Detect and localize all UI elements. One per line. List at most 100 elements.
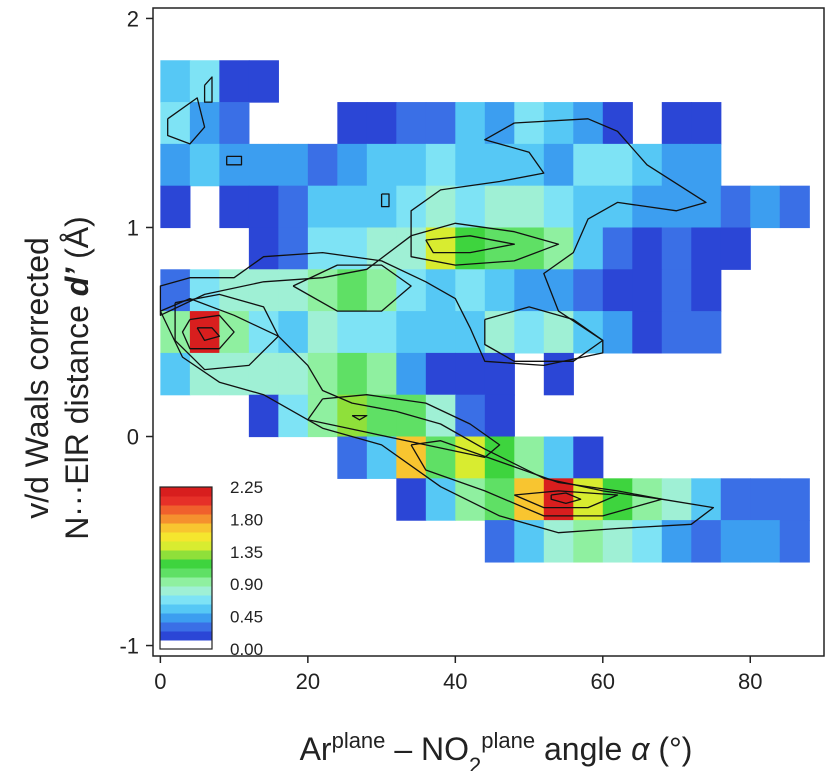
- x-tick-label: 0: [154, 669, 166, 694]
- colorbar-swatch: [160, 586, 212, 596]
- heatmap-cell: [396, 269, 427, 312]
- heatmap-cell: [366, 102, 397, 145]
- heatmap-cell: [602, 227, 633, 270]
- heatmap-cell: [278, 352, 309, 396]
- heatmap-cell: [396, 102, 427, 145]
- heatmap-cell: [337, 185, 368, 229]
- x-tick-label: 60: [591, 669, 615, 694]
- colorbar-swatch: [160, 613, 212, 623]
- contour-line: [159, 118, 707, 367]
- heatmap-cell: [160, 143, 191, 187]
- heatmap-cell: [632, 227, 663, 270]
- heatmap-cell: [248, 311, 279, 354]
- heatmap-cell: [514, 520, 545, 563]
- heatmap-cell: [248, 227, 279, 270]
- heatmap-cell: [189, 269, 220, 312]
- y-tick-label: 1: [127, 215, 139, 240]
- heatmap-cell: [661, 520, 692, 563]
- colorbar-swatch: [160, 487, 212, 497]
- heatmap-cell: [573, 269, 604, 312]
- contour-line: [514, 490, 619, 509]
- heatmap-cell: [661, 311, 692, 354]
- y-axis-title-group: v/d Waals corrected N···ElR distance d’ …: [19, 216, 95, 540]
- heatmap-cell: [573, 311, 604, 354]
- heatmap-cell: [366, 227, 397, 270]
- heatmap-cell: [632, 269, 663, 312]
- contour-line: [380, 193, 390, 208]
- heatmap-cell: [425, 436, 456, 479]
- heatmap-cell: [750, 478, 781, 521]
- heatmap-cell: [543, 311, 574, 354]
- heatmap-cell: [396, 143, 427, 187]
- y-tick-label: -1: [119, 634, 139, 659]
- heatmap-cell: [396, 352, 427, 396]
- heatmap-cell: [366, 311, 397, 354]
- heatmap-cell: [425, 185, 456, 229]
- y-axis-title-line1: v/d Waals corrected: [19, 237, 55, 519]
- heatmap-cell: [366, 394, 397, 438]
- contour-line: [226, 155, 243, 166]
- heatmap-cell: [543, 478, 574, 521]
- contour-line: [307, 394, 501, 459]
- heatmap-cell: [455, 394, 486, 438]
- heatmap-cell: [160, 102, 191, 145]
- heatmap-cell: [484, 478, 515, 521]
- plot-frame: [152, 7, 825, 657]
- heatmap-cell: [425, 478, 456, 521]
- heatmap-cell: [455, 102, 486, 145]
- heatmap-cell: [691, 102, 722, 145]
- heatmap-cell: [543, 520, 574, 563]
- heatmap-cell: [307, 143, 338, 187]
- heatmap-cell: [455, 269, 486, 312]
- heatmap-cell: [455, 478, 486, 521]
- heatmap-cell: [543, 436, 574, 479]
- heatmap-cell: [484, 102, 515, 145]
- heatmap-cell: [661, 227, 692, 270]
- heatmap-cell: [455, 143, 486, 187]
- heatmap-cell: [219, 352, 250, 396]
- heatmap-cell: [248, 394, 279, 438]
- heatmap-cell: [632, 478, 663, 521]
- heatmap-cell: [573, 227, 604, 270]
- heatmap-cell: [425, 352, 456, 396]
- heatmap-cell: [514, 143, 545, 187]
- heatmap-cell: [337, 352, 368, 396]
- heatmap-cell: [661, 185, 692, 229]
- colorbar-swatch: [160, 523, 212, 533]
- heatmap-cell: [337, 311, 368, 354]
- heatmap-cell: [691, 520, 722, 563]
- heatmap-cell: [248, 143, 279, 187]
- heatmap-cell: [484, 394, 515, 438]
- heatmap-cell: [484, 352, 515, 396]
- heatmap-cell: [189, 143, 220, 187]
- heatmap-cell: [661, 143, 692, 187]
- heatmap-cell: [720, 185, 751, 229]
- colorbar-swatch: [160, 640, 212, 650]
- colorbar-swatch: [160, 496, 212, 506]
- x-axis-title: Arplane – NO2plane angle α (°): [300, 728, 693, 771]
- heatmap-cell: [661, 269, 692, 312]
- contour-line: [167, 97, 206, 145]
- heatmap-cell: [602, 102, 633, 145]
- heatmap-cell: [248, 60, 279, 103]
- y-axis-title-line2: N···ElR distance d’ (Å): [59, 216, 95, 540]
- colorbar-swatch: [160, 532, 212, 542]
- heatmap-cell: [691, 185, 722, 229]
- heatmap-cell: [219, 102, 250, 145]
- heatmap-cell: [278, 143, 309, 187]
- heatmap-cell: [455, 436, 486, 479]
- colorbar-swatch: [160, 541, 212, 551]
- colorbar-swatch: [160, 622, 212, 632]
- heatmap-cell: [602, 520, 633, 563]
- heatmap-cell: [691, 227, 722, 270]
- heatmap-cell: [543, 185, 574, 229]
- heatmap-cell: [514, 269, 545, 312]
- heatmap-cell: [337, 269, 368, 312]
- colorbar-swatch: [160, 577, 212, 587]
- contour-line: [484, 306, 604, 362]
- heatmap-cell: [278, 185, 309, 229]
- colorbar-label: 0.90: [230, 575, 263, 594]
- heatmap-cell: [248, 269, 279, 312]
- plot-axes: 0 20 40 60 80 -1 0 1 2: [119, 6, 825, 694]
